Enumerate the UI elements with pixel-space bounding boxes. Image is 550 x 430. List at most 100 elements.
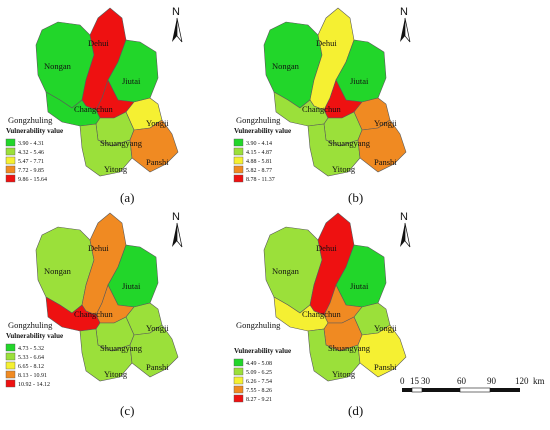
legend-item: 8.27 - 9.21	[233, 394, 272, 403]
legend-item: 10.92 - 14.12	[5, 379, 50, 388]
legend-item: 8.78 - 11.37	[233, 174, 275, 183]
legend-item: 8.13 - 10.91	[5, 370, 47, 379]
legend: Vulnerability value 3.90 - 4.14 4.15 - 4…	[233, 127, 291, 183]
scale-tick-label: 15	[410, 376, 420, 386]
scale-bar: 0 15 30 60 90 120 km	[400, 376, 545, 393]
scale-tick-label: 0	[400, 376, 405, 386]
svg-text:4.88 - 5.81: 4.88 - 5.81	[246, 159, 272, 165]
north-arrow: N	[172, 6, 183, 43]
svg-text:5.33 - 6.64: 5.33 - 6.64	[18, 355, 44, 361]
legend-item: 6.65 - 8.12	[5, 361, 44, 370]
north-arrow: N	[172, 211, 183, 248]
legend-item: 4.32 - 5.46	[5, 147, 44, 156]
panel-caption: (d)	[348, 403, 363, 418]
svg-text:6.26 - 7.54: 6.26 - 7.54	[246, 379, 272, 385]
svg-text:5.09 - 6.25: 5.09 - 6.25	[246, 370, 272, 376]
legend: Vulnerability value 4.49 - 5.08 5.09 - 6…	[233, 347, 291, 403]
svg-text:4.49 - 5.08: 4.49 - 5.08	[246, 361, 272, 367]
label-yitong: Yitong	[104, 164, 128, 174]
label-gongzhuling: Gongzhuling	[236, 115, 281, 125]
label-yitong: Yitong	[332, 164, 356, 174]
scale-tick-label: 120	[515, 376, 529, 386]
label-yitong: Yitong	[332, 369, 356, 379]
legend-item: 5.33 - 6.64	[5, 352, 44, 361]
scale-tick-label: 90	[487, 376, 497, 386]
svg-text:3.90 - 4.14: 3.90 - 4.14	[246, 141, 272, 147]
panel-caption: (a)	[120, 190, 134, 205]
svg-text:3.90 - 4.31: 3.90 - 4.31	[18, 141, 44, 147]
svg-text:7.72 - 9.85: 7.72 - 9.85	[18, 168, 44, 174]
map-panel-b: Dehui Nongan Jiutai Changchun Gongzhulin…	[233, 6, 411, 205]
label-gongzhuling: Gongzhuling	[8, 115, 53, 125]
legend-item: 5.09 - 6.25	[233, 367, 272, 376]
panel-caption: (b)	[348, 190, 363, 205]
label-changchun: Changchun	[74, 309, 113, 319]
legend-item: 4.15 - 4.87	[233, 147, 272, 156]
svg-text:8.27 - 9.21: 8.27 - 9.21	[246, 397, 272, 403]
label-yongji: Yongji	[146, 118, 169, 128]
legend-item: 7.72 - 9.85	[5, 165, 44, 174]
map-d	[263, 212, 407, 382]
label-nongan: Nongan	[272, 266, 300, 276]
svg-text:10.92 - 14.12: 10.92 - 14.12	[18, 382, 50, 388]
scale-tick-label: 60	[457, 376, 467, 386]
north-arrow: N	[400, 6, 411, 43]
label-panshi: Panshi	[146, 157, 169, 167]
svg-text:4.32 - 5.46: 4.32 - 5.46	[18, 150, 44, 156]
label-shuangyang: Shuangyang	[328, 138, 371, 148]
svg-text:6.65 - 8.12: 6.65 - 8.12	[18, 364, 44, 370]
label-yongji: Yongji	[146, 323, 169, 333]
label-panshi: Panshi	[374, 362, 397, 372]
north-arrow: N	[400, 211, 411, 248]
svg-text:N: N	[400, 211, 408, 223]
map-b	[263, 7, 407, 177]
label-dehui: Dehui	[88, 38, 109, 48]
legend-item: 5.47 - 7.71	[5, 156, 44, 165]
label-jiutai: Jiutai	[122, 281, 141, 291]
label-changchun: Changchun	[74, 104, 113, 114]
legend-item: 3.90 - 4.31	[5, 138, 44, 147]
svg-text:Vulnerability value: Vulnerability value	[6, 332, 63, 340]
legend-item: 3.90 - 4.14	[233, 138, 272, 147]
label-yongji: Yongji	[374, 118, 397, 128]
label-changchun: Changchun	[302, 104, 341, 114]
label-shuangyang: Shuangyang	[100, 138, 143, 148]
svg-text:4.15 - 4.87: 4.15 - 4.87	[246, 150, 272, 156]
label-panshi: Panshi	[146, 362, 169, 372]
svg-text:8.78 - 11.37: 8.78 - 11.37	[246, 177, 275, 183]
map-c	[35, 212, 179, 382]
svg-text:N: N	[400, 6, 408, 18]
legend-item: 7.55 - 8.26	[233, 385, 272, 394]
legend-item: 6.26 - 7.54	[233, 376, 272, 385]
legend: Vulnerability value 4.73 - 5.32 5.33 - 6…	[5, 332, 63, 388]
label-shuangyang: Shuangyang	[328, 343, 371, 353]
map-a	[35, 7, 179, 177]
legend-item: 4.49 - 5.08	[233, 358, 272, 367]
map-panel-c: Dehui Nongan Jiutai Changchun Gongzhulin…	[5, 211, 183, 418]
label-jiutai: Jiutai	[350, 281, 369, 291]
legend-item: 9.86 - 15.64	[5, 174, 47, 183]
label-gongzhuling: Gongzhuling	[236, 320, 281, 330]
svg-text:8.13 - 10.91: 8.13 - 10.91	[18, 373, 47, 379]
legend-item: 4.88 - 5.81	[233, 156, 272, 165]
svg-text:Vulnerability value: Vulnerability value	[234, 347, 291, 355]
label-nongan: Nongan	[44, 266, 72, 276]
label-shuangyang: Shuangyang	[100, 343, 143, 353]
label-gongzhuling: Gongzhuling	[8, 320, 53, 330]
svg-text:Vulnerability value: Vulnerability value	[6, 127, 63, 135]
label-dehui: Dehui	[88, 243, 109, 253]
label-jiutai: Jiutai	[350, 76, 369, 86]
svg-text:5.47 - 7.71: 5.47 - 7.71	[18, 159, 44, 165]
label-yongji: Yongji	[374, 323, 397, 333]
label-jiutai: Jiutai	[122, 76, 141, 86]
legend-item: 5.82 - 8.77	[233, 165, 272, 174]
label-dehui: Dehui	[316, 38, 337, 48]
map-panel-d: Dehui Nongan Jiutai Changchun Gongzhulin…	[233, 211, 411, 418]
legend: Vulnerability value 3.90 - 4.31 4.32 - 5…	[5, 127, 63, 183]
svg-text:9.86 - 15.64: 9.86 - 15.64	[18, 177, 47, 183]
label-changchun: Changchun	[302, 309, 341, 319]
svg-text:N: N	[172, 211, 180, 223]
svg-text:5.82 - 8.77: 5.82 - 8.77	[246, 168, 272, 174]
map-panel-a: Dehui Nongan Jiutai Changchun Gongzhulin…	[5, 6, 183, 205]
